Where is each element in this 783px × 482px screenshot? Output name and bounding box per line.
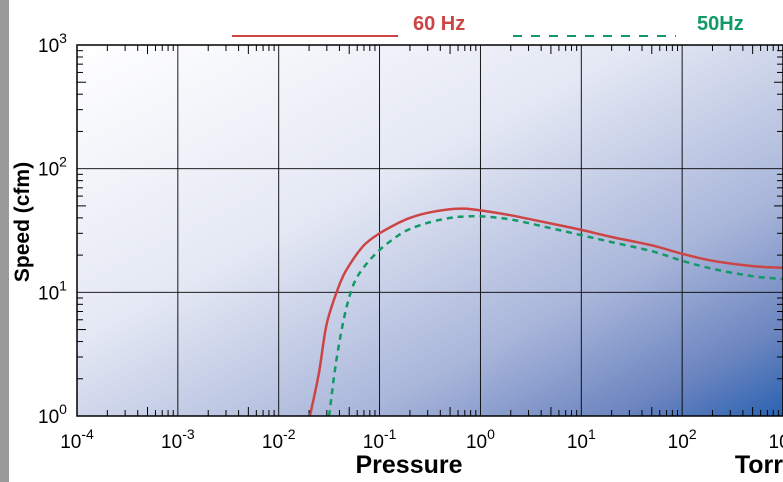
series-line-60-hz: [308, 207, 783, 417]
plot-background: [77, 45, 783, 416]
y-axis-label: Speed (cfm): [11, 162, 34, 282]
x-tick-label: 101: [567, 426, 596, 453]
y-tick-labels: 100 101 102 103: [38, 30, 67, 428]
x-tick-label: 10-1: [363, 426, 397, 453]
legend-label: 60 Hz: [413, 13, 465, 35]
x-tick-label: 100: [466, 426, 495, 453]
y-tick-label: 103: [38, 30, 67, 57]
x-tick-labels: 10-4 10-3 10-2 10-1 100 101 102 103: [60, 426, 783, 453]
minor-ticks: [77, 45, 783, 416]
x-tick-label: 102: [668, 426, 697, 453]
y-tick-label: 100: [38, 401, 67, 428]
x-tick-label: 103: [769, 426, 783, 453]
x-tick-label: 10-3: [161, 426, 195, 453]
legend: 60 Hz 50Hz: [232, 13, 744, 37]
y-tick-label: 102: [38, 154, 67, 181]
legend-label: 50Hz: [697, 13, 744, 35]
y-tick-label: 101: [38, 277, 67, 304]
plot-frame: [76, 44, 783, 417]
x-axis-unit: Torr: [735, 451, 783, 479]
x-tick-label: 10-2: [262, 426, 296, 453]
left-side-bar: [0, 0, 9, 482]
x-tick-label: 10-4: [60, 426, 94, 453]
x-axis-label: Pressure: [355, 451, 462, 479]
series-line-50hz: [327, 214, 783, 417]
series-lines: [308, 207, 783, 417]
